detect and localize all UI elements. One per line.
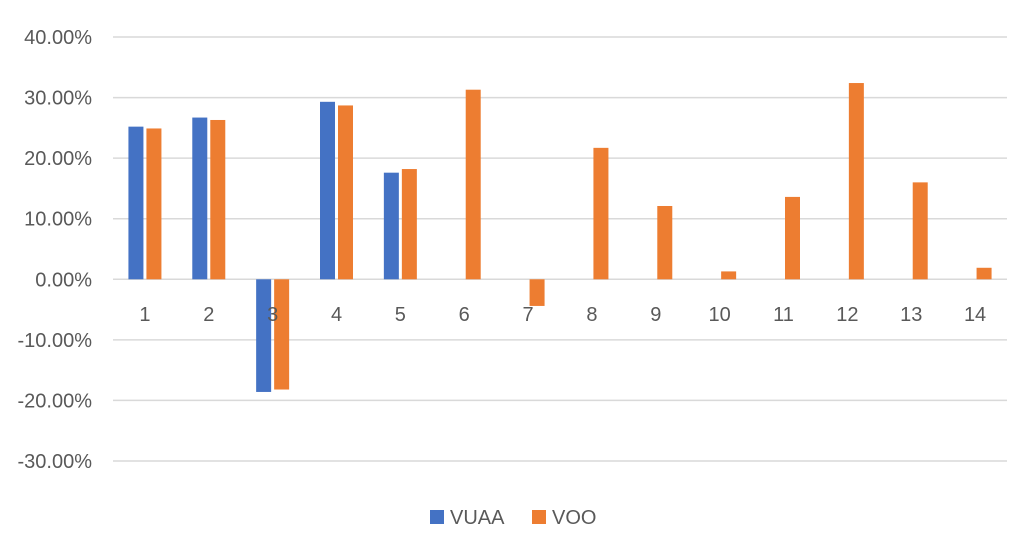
bar-voo-10 (721, 271, 737, 280)
legend-label-voo: VOO (552, 507, 596, 529)
y-axis: 40.00% 30.00% 20.00% 10.00% 0.00% -10.00% -20.… (18, 27, 93, 473)
y-tick-label: 0.00% (35, 269, 92, 291)
x-tick-label: 7 (523, 304, 534, 326)
legend-label-vuaa: VUAA (450, 507, 505, 529)
bar-voo-13 (912, 182, 928, 280)
x-tick-label: 1 (139, 304, 150, 326)
y-tick-label: 20.00% (24, 148, 92, 170)
y-tick-label: 30.00% (24, 88, 92, 110)
x-tick-label: 13 (900, 304, 922, 326)
x-tick-label: 5 (395, 304, 406, 326)
x-tick-label: 3 (267, 304, 278, 326)
bar-vuaa-1 (128, 126, 144, 280)
x-tick-label: 4 (331, 304, 342, 326)
bar-voo-3 (274, 279, 290, 390)
legend-swatch-voo (532, 510, 546, 524)
x-axis: 1 2 3 4 5 6 7 8 9 10 11 12 13 14 (139, 304, 986, 326)
bar-voo-1 (146, 128, 162, 280)
x-tick-label: 2 (203, 304, 214, 326)
x-tick-label: 8 (586, 304, 597, 326)
y-tick-label: 40.00% (24, 27, 92, 49)
bar-voo-6 (465, 89, 481, 280)
bar-voo-14 (976, 267, 992, 280)
bar-voo-12 (848, 83, 864, 280)
y-tick-label: 10.00% (24, 209, 92, 231)
legend: VUAA VOO (430, 507, 596, 529)
y-tick-label: -10.00% (18, 330, 93, 352)
gridlines (113, 36, 1007, 462)
x-tick-label: 10 (709, 304, 731, 326)
bar-voo-7 (529, 279, 545, 306)
bar-vuaa-4 (320, 101, 335, 280)
bars (128, 83, 992, 392)
bar-voo-4 (338, 105, 353, 280)
bar-vuaa-2 (192, 117, 208, 280)
bar-voo-2 (210, 119, 226, 280)
y-tick-label: -30.00% (18, 451, 93, 473)
bar-vuaa-5 (383, 172, 399, 280)
bar-voo-11 (785, 196, 800, 280)
x-tick-label: 9 (650, 304, 661, 326)
y-tick-label: -20.00% (18, 390, 93, 412)
x-tick-label: 12 (836, 304, 858, 326)
bar-voo-9 (657, 205, 673, 280)
legend-swatch-vuaa (430, 510, 444, 524)
x-tick-label: 11 (773, 304, 794, 326)
x-tick-label: 6 (459, 304, 470, 326)
bar-voo-5 (401, 169, 417, 280)
bar-voo-8 (593, 147, 609, 280)
x-tick-label: 14 (964, 304, 986, 326)
bar-vuaa-3 (256, 279, 272, 392)
